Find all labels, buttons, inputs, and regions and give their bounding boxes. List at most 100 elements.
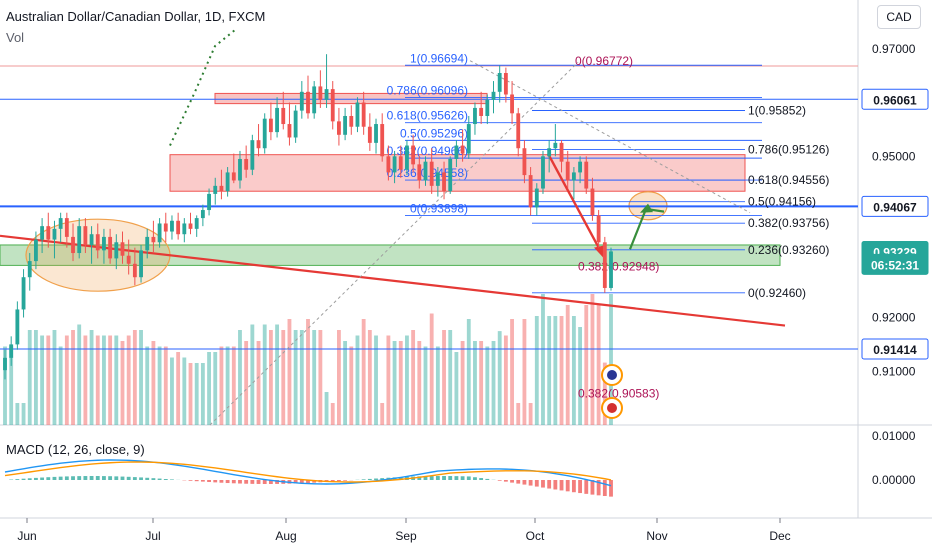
candle-body [250, 140, 255, 170]
candle-body [318, 86, 323, 100]
candle-body [95, 234, 100, 251]
volume-bar [448, 330, 453, 425]
candle-body [170, 220, 174, 232]
candle-body [151, 236, 156, 243]
candle-body [411, 145, 416, 165]
time-axis: Jun Jul Aug Sep Oct Nov Dec [17, 518, 791, 543]
candle-body [126, 255, 131, 264]
candle-body [163, 223, 168, 232]
volume-bar [9, 346, 14, 425]
candle-body [417, 164, 422, 181]
macd-hist-bar [553, 480, 558, 490]
candle-body [268, 118, 273, 133]
volume-bar [262, 324, 267, 425]
candle-body [207, 193, 211, 211]
candle-body [89, 234, 94, 245]
volume-bar [584, 305, 589, 425]
volume-bar [21, 403, 26, 425]
volume-bar [318, 330, 323, 425]
price-label-box [861, 88, 929, 110]
volume-bar [547, 316, 552, 425]
macd-hist-bar [398, 477, 403, 480]
volume-bar [157, 346, 162, 425]
currency-button[interactable]: CAD [877, 5, 921, 29]
volume-bar [52, 330, 57, 425]
candle-body [466, 124, 471, 154]
candle-body [522, 148, 527, 176]
signal-line [4, 461, 612, 483]
y-tick-label: 0.92000 [872, 311, 916, 325]
fib-label: 0.786(0.95126) [748, 143, 829, 157]
volume-bar [522, 319, 527, 425]
volume-bar [417, 341, 422, 425]
volume-bar [565, 305, 570, 425]
candle-body [510, 94, 514, 114]
volume-bar [497, 331, 502, 425]
macd-hist-bar [571, 480, 576, 493]
volume-bar [435, 346, 440, 425]
macd-hist-bar [34, 477, 38, 480]
candle-body [139, 250, 143, 278]
macd-hist-bar [120, 476, 125, 480]
candle-body [132, 263, 137, 278]
volume-bar [510, 319, 514, 425]
macd-hist-bar [299, 480, 304, 484]
macd-hist-bar [293, 480, 298, 484]
candle-body [15, 309, 20, 345]
candle-body [40, 226, 45, 240]
candle-body [21, 277, 26, 310]
macd-hist-bar [108, 476, 113, 480]
volume-bar [355, 335, 360, 425]
macd-hist-bar [83, 476, 88, 480]
candle-body [200, 210, 205, 219]
fib-label: 0.618(0.94556) [748, 173, 829, 187]
candle-body [3, 357, 7, 371]
macd-hist-bar [163, 478, 168, 480]
price-axis: 0.97000 0.95000 0.92000 0.91000 0.96061 0.940… [861, 42, 929, 378]
volume-bar [83, 335, 88, 425]
volume-bar [194, 363, 199, 425]
macd-hist-bar [602, 480, 607, 497]
candle-body [244, 158, 249, 170]
volume-bar [602, 362, 607, 425]
price-label: 0.94067 [873, 200, 917, 214]
volume-bar [58, 346, 63, 425]
macd-hist-bar [126, 476, 131, 480]
volume-bar [139, 330, 143, 425]
volume-bar [275, 324, 279, 425]
macd-hist-bar [64, 476, 69, 480]
macd-hist-bar [337, 480, 341, 482]
ca-flag-leaf-icon [607, 403, 617, 413]
candle-body [275, 107, 279, 133]
macd-tick: 0.00000 [872, 473, 916, 487]
candle-body [596, 215, 601, 243]
macd-hist-bar [21, 478, 26, 480]
macd-hist-bar [541, 480, 545, 488]
macd-hist-bar [590, 480, 595, 495]
macd-hist-bar [374, 478, 378, 480]
volume-bar [219, 346, 224, 425]
macd-hist-bar [429, 476, 434, 480]
macd-label: MACD (12, 26, close, 9) [6, 442, 145, 457]
macd-hist-bar [361, 479, 366, 480]
macd-hist-bar [423, 476, 428, 480]
candle-body [534, 188, 539, 208]
x-tick-label: Oct [526, 529, 545, 543]
volume-bar [71, 330, 75, 425]
macd-hist-bar [114, 476, 119, 480]
macd-hist-bar [343, 480, 348, 481]
candle-body [34, 239, 38, 262]
macd-hist-bar [380, 478, 385, 480]
macd-hist-bar [306, 480, 310, 483]
volume-bar [411, 330, 416, 425]
volume-bar [460, 341, 465, 425]
x-tick-label: Jun [17, 529, 36, 543]
candle-body [238, 158, 242, 181]
price-label: 0.91414 [873, 343, 917, 357]
candle-body [108, 236, 113, 259]
candle-body [145, 236, 150, 251]
candle-body [157, 223, 162, 243]
macd-hist-bar [417, 476, 422, 480]
candle-body [194, 218, 199, 229]
